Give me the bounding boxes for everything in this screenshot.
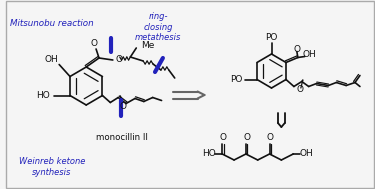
Text: O: O (219, 133, 226, 143)
Text: O: O (116, 54, 123, 64)
Text: OH: OH (299, 149, 313, 159)
Text: O: O (293, 45, 300, 54)
Text: HO: HO (202, 149, 216, 159)
Text: O: O (296, 84, 303, 94)
Text: Mitsunobu reaction: Mitsunobu reaction (10, 19, 93, 28)
Text: HO: HO (36, 91, 50, 100)
Text: O: O (120, 101, 127, 111)
Text: monocillin II: monocillin II (96, 132, 148, 142)
Text: O: O (91, 40, 98, 49)
Text: OH: OH (44, 55, 58, 64)
Text: Weinreb ketone
synthesis: Weinreb ketone synthesis (18, 157, 85, 177)
Text: O: O (243, 133, 250, 143)
Text: PO: PO (230, 75, 243, 84)
Text: PO: PO (266, 33, 278, 42)
Text: ring-
closing
metathesis: ring- closing metathesis (135, 12, 182, 42)
Text: OH: OH (303, 50, 316, 59)
Text: Me: Me (141, 40, 154, 50)
Text: O: O (267, 133, 274, 143)
